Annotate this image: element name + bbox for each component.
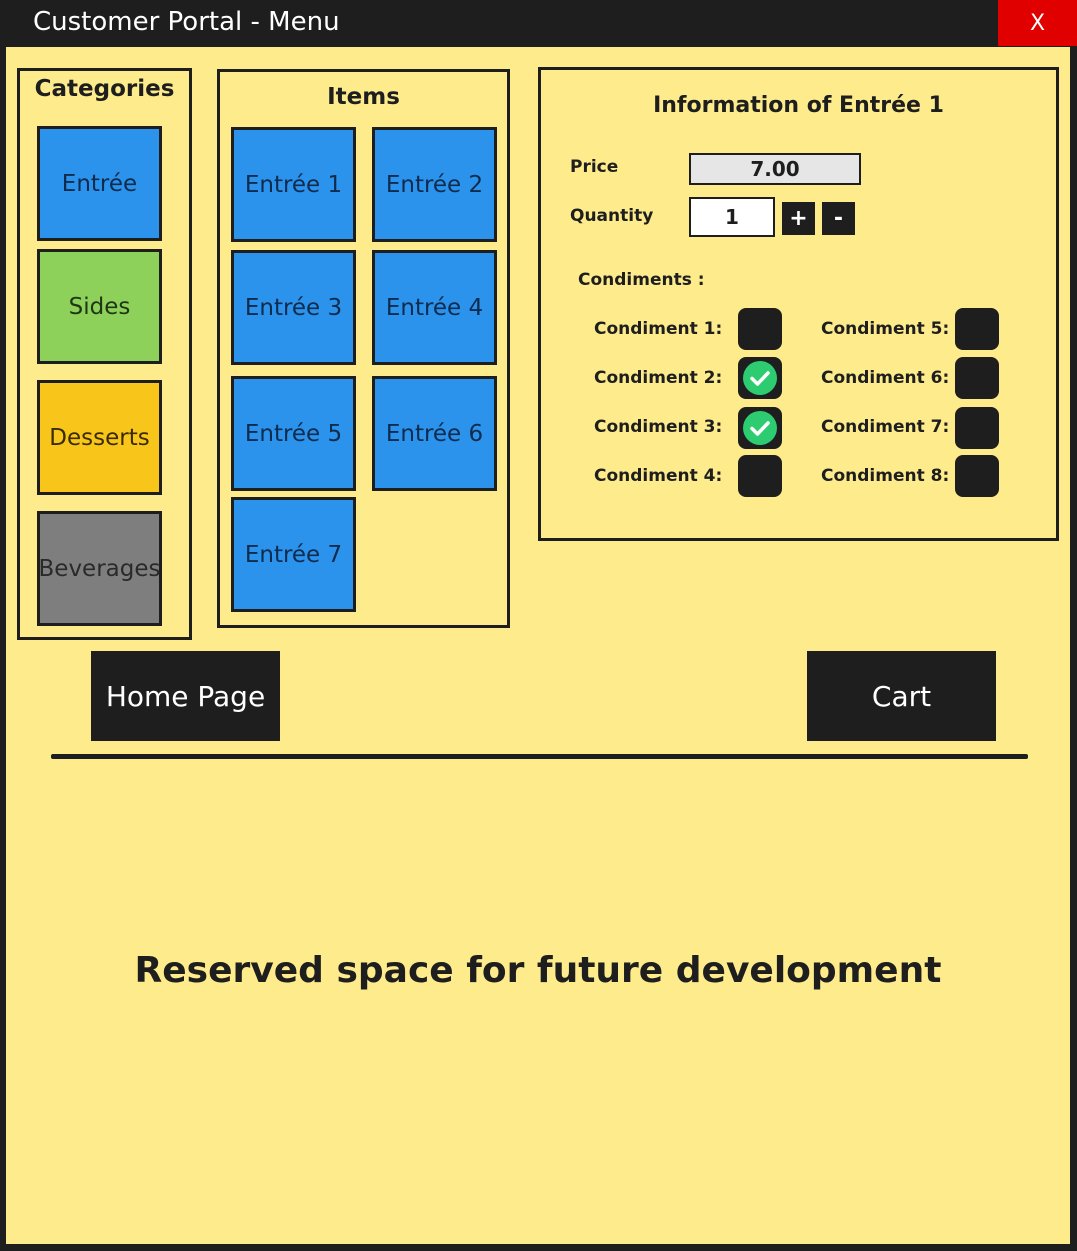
condiment-6-checkbox[interactable] [955, 357, 999, 399]
check-icon [743, 361, 777, 395]
items-panel: Items Entrée 1 Entrée 2 Entrée 3 Entrée … [217, 69, 510, 628]
condiment-3-checkbox[interactable] [738, 407, 782, 449]
categories-heading: Categories [34, 76, 175, 102]
condiment-1-label: Condiment 1: [594, 319, 723, 339]
condiment-7-label: Condiment 7: [821, 417, 950, 437]
info-heading: Information of Entrée 1 [653, 93, 944, 118]
condiment-4-label: Condiment 4: [594, 466, 723, 486]
item-entree-5[interactable]: Entrée 5 [231, 376, 356, 491]
condiment-6-label: Condiment 6: [821, 368, 950, 388]
category-desserts[interactable]: Desserts [37, 380, 162, 495]
quantity-minus-button[interactable]: - [822, 202, 855, 235]
item-entree-2[interactable]: Entrée 2 [372, 127, 497, 242]
condiment-2-label: Condiment 2: [594, 368, 723, 388]
condiment-2-checkbox[interactable] [738, 357, 782, 399]
quantity-plus-button[interactable]: + [782, 202, 815, 235]
cart-button[interactable]: Cart [807, 651, 996, 741]
category-beverages[interactable]: Beverages [37, 511, 162, 626]
item-entree-6[interactable]: Entrée 6 [372, 376, 497, 491]
categories-panel: Categories Entrée Sides Desserts Beverag… [17, 68, 192, 640]
condiment-8-checkbox[interactable] [955, 455, 999, 497]
check-icon [743, 411, 777, 445]
item-entree-1[interactable]: Entrée 1 [231, 127, 356, 242]
condiment-1-checkbox[interactable] [738, 308, 782, 350]
item-entree-4[interactable]: Entrée 4 [372, 250, 497, 365]
category-sides[interactable]: Sides [37, 249, 162, 364]
home-page-button[interactable]: Home Page [91, 651, 280, 741]
condiment-8-label: Condiment 8: [821, 466, 950, 486]
window-title: Customer Portal - Menu [33, 7, 340, 37]
main-content: Categories Entrée Sides Desserts Beverag… [6, 47, 1070, 1244]
quantity-input[interactable]: 1 [689, 197, 775, 237]
items-heading: Items [327, 84, 400, 110]
condiment-4-checkbox[interactable] [738, 455, 782, 497]
price-field: 7.00 [689, 153, 861, 185]
condiment-5-checkbox[interactable] [955, 308, 999, 350]
condiment-5-label: Condiment 5: [821, 319, 950, 339]
title-bar: Customer Portal - Menu X [0, 0, 1077, 46]
item-entree-3[interactable]: Entrée 3 [231, 250, 356, 365]
category-entree[interactable]: Entrée [37, 126, 162, 241]
reserved-space-text: Reserved space for future development [134, 950, 942, 991]
condiments-heading: Condiments : [578, 270, 705, 290]
section-divider [51, 754, 1028, 759]
item-entree-7[interactable]: Entrée 7 [231, 497, 356, 612]
info-panel: Information of Entrée 1 Price 7.00 Quant… [538, 67, 1059, 541]
condiment-3-label: Condiment 3: [594, 417, 723, 437]
price-label: Price [570, 157, 619, 177]
quantity-label: Quantity [570, 206, 654, 226]
close-button[interactable]: X [998, 0, 1077, 46]
condiment-7-checkbox[interactable] [955, 407, 999, 449]
